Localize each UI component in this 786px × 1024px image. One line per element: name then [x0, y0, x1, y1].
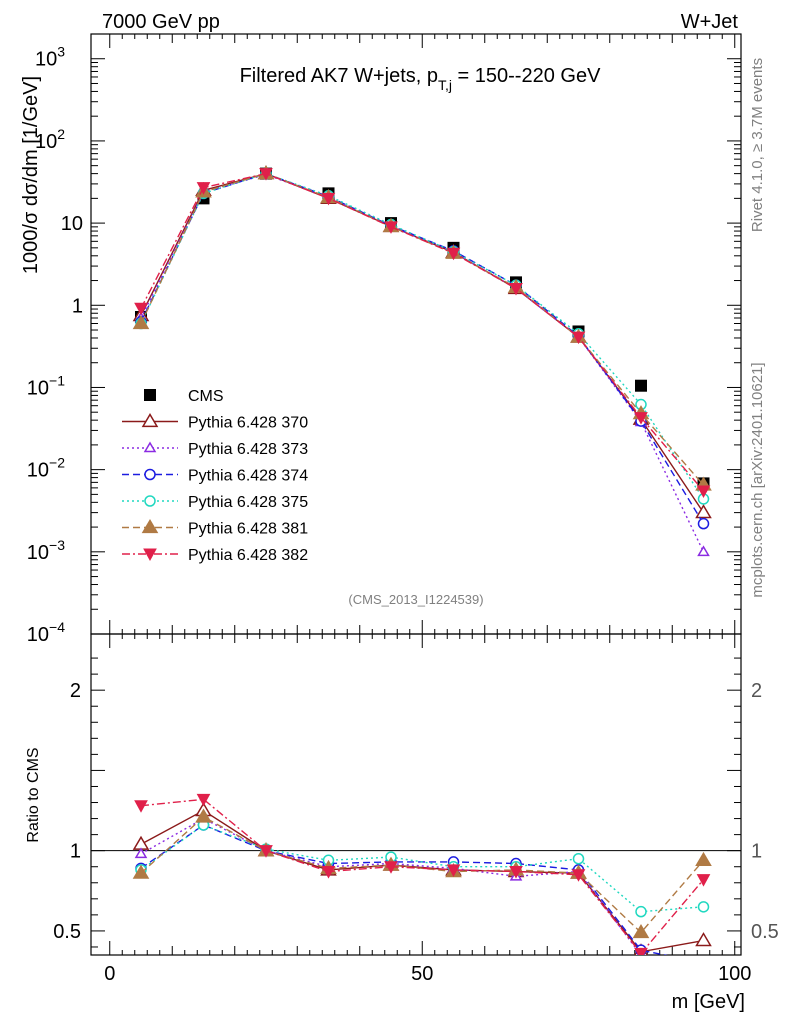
point-pythia-6-428-374	[697, 517, 710, 530]
legend: CMS Pythia 6.428 370 Pythia 6.428 373 Pythi…	[122, 388, 308, 564]
ratio-point-pythia-6-428-370	[132, 835, 150, 850]
analysis-watermark: (CMS_2013_I1224539)	[348, 592, 483, 607]
series-line-pythia-6-428-370	[140, 172, 705, 513]
y-tick-label: 1	[72, 295, 83, 317]
point-pythia-6-428-382	[321, 192, 336, 206]
ratio-line-pythia-6-428-375	[140, 824, 704, 913]
legend-label-pythia-6-428-370: Pythia 6.428 370	[188, 415, 308, 432]
legend-marker-pythia-6-428-381	[141, 519, 159, 534]
ratio-point-pythia-6-428-375	[697, 901, 710, 913]
y-tick-label: 103	[35, 44, 65, 71]
point-pythia-6-428-382	[259, 168, 273, 181]
series-line-pythia-6-428-374	[140, 172, 705, 525]
ratio-y-tick-label: 2	[70, 680, 81, 702]
y-tick-label: 10−1	[27, 372, 65, 399]
legend-label-pythia-6-428-374: Pythia 6.428 374	[188, 468, 308, 485]
legend-marker-pythia-6-428-370	[141, 413, 159, 428]
ratio-point-pythia-6-428-382	[259, 845, 273, 858]
series-line-pythia-6-428-382	[140, 172, 705, 492]
rivet-version-label: Rivet 4.1.0, ≥ 3.7M events	[749, 58, 766, 232]
ratio-point-pythia-6-428-382	[509, 866, 523, 879]
ratio-point-pythia-6-428-382	[134, 800, 148, 813]
x-tick-label: 100	[718, 963, 751, 985]
point-pythia-6-428-382	[509, 283, 523, 296]
ratio-y-tick-label-right: 0.5	[751, 921, 779, 943]
series-line-pythia-6-428-381	[140, 172, 705, 486]
ratio-y-axis-label: Ratio to CMS	[25, 747, 42, 842]
legend-label-pythia-6-428-381: Pythia 6.428 381	[188, 521, 308, 538]
legend-label-cms: CMS	[188, 388, 224, 405]
header-right: W+Jet	[681, 11, 739, 33]
ratio-y-tick-label: 0.5	[53, 921, 81, 943]
y-tick-label: 10−2	[27, 455, 65, 482]
x-tick-label: 50	[411, 963, 433, 985]
ratio-point-pythia-6-428-382	[696, 874, 711, 887]
main-panel: 10−4 10−3 10−2 10−1 1 10 102 103	[27, 33, 742, 646]
ratio-line-pythia-6-428-370	[140, 809, 704, 953]
ratio-point-pythia-6-428-373	[699, 982, 709, 991]
ratio-point-pythia-6-428-381	[195, 808, 212, 823]
y-tick-label: 10−4	[27, 619, 65, 646]
chart-title: Filtered AK7 W+jets, pT,j = 150--220 GeV	[240, 65, 602, 93]
legend-marker-cms	[144, 389, 156, 401]
ratio-point-pythia-6-428-382	[196, 793, 211, 807]
ratio-plot-frame	[90, 633, 742, 956]
x-tick-label: 0	[104, 963, 115, 985]
y-tick-label: 10	[61, 213, 83, 235]
x-axis-label: m [GeV]	[672, 991, 745, 1013]
legend-marker-pythia-6-428-374	[144, 468, 156, 481]
main-plot-frame	[90, 33, 742, 635]
ratio-point-pythia-6-428-373	[134, 847, 148, 859]
ratio-point-pythia-6-428-382	[634, 947, 648, 955]
legend-marker-pythia-6-428-382	[143, 548, 157, 562]
point-pythia-6-428-382	[446, 247, 461, 261]
y-tick-label: 10−3	[27, 537, 65, 564]
series-line-pythia-6-428-375	[140, 172, 705, 500]
ratio-line-pythia-6-428-381	[140, 816, 705, 934]
legend-label-pythia-6-428-382: Pythia 6.428 382	[188, 547, 308, 564]
point-pythia-6-428-382	[696, 485, 711, 499]
point-pythia-6-428-373	[697, 545, 710, 557]
main-series-group	[132, 165, 712, 557]
ratio-y-tick-label: 1	[70, 841, 81, 863]
point-pythia-6-428-370	[695, 504, 712, 519]
ratio-point-pythia-6-428-381	[695, 851, 712, 866]
ratio-point-pythia-6-428-382	[321, 866, 336, 879]
point-pythia-6-428-382	[571, 331, 586, 345]
main-y-axis-label: 1000/σ dσ/dm [1/GeV]	[20, 76, 42, 274]
ratio-line-pythia-6-428-382	[140, 798, 705, 955]
ratio-point-pythia-6-428-382	[571, 869, 586, 882]
point-pythia-6-428-382	[134, 302, 148, 316]
ratio-point-pythia-6-428-375	[635, 905, 647, 918]
ratio-line-pythia-6-428-373	[140, 817, 643, 955]
ratio-y-tick-label-right: 2	[751, 680, 762, 702]
ratio-point-pythia-6-428-381	[632, 924, 650, 939]
legend-marker-pythia-6-428-373	[143, 441, 157, 453]
ratio-point-pythia-6-428-374	[699, 958, 709, 968]
ratio-y-tick-label-right: 1	[751, 841, 762, 863]
y-tick-label: 102	[35, 126, 65, 153]
ratio-point-pythia-6-428-382	[446, 864, 461, 877]
ratio-panel: 0 50 1000.5 0.51 12 2	[53, 633, 779, 991]
legend-marker-pythia-6-428-375	[144, 495, 156, 507]
point-pythia-6-428-381	[132, 315, 150, 330]
header-left: 7000 GeV pp	[102, 11, 220, 33]
ratio-point-pythia-6-428-381	[132, 864, 150, 879]
legend-label-pythia-6-428-375: Pythia 6.428 375	[188, 494, 308, 511]
legend-label-pythia-6-428-373: Pythia 6.428 373	[188, 441, 308, 458]
ratio-point-pythia-6-428-375	[572, 852, 585, 865]
point-pythia-6-428-382	[634, 412, 648, 425]
ratio-point-pythia-6-428-370	[695, 932, 712, 947]
point-pythia-6-428-382	[196, 182, 211, 195]
point-cms	[635, 379, 647, 392]
point-pythia-6-428-382	[384, 221, 398, 234]
ratio-series-group	[132, 793, 712, 991]
ratio-point-pythia-6-428-382	[384, 861, 398, 874]
mcplots-label: mcplots.cern.ch [arXiv:2401.10621]	[749, 362, 766, 597]
